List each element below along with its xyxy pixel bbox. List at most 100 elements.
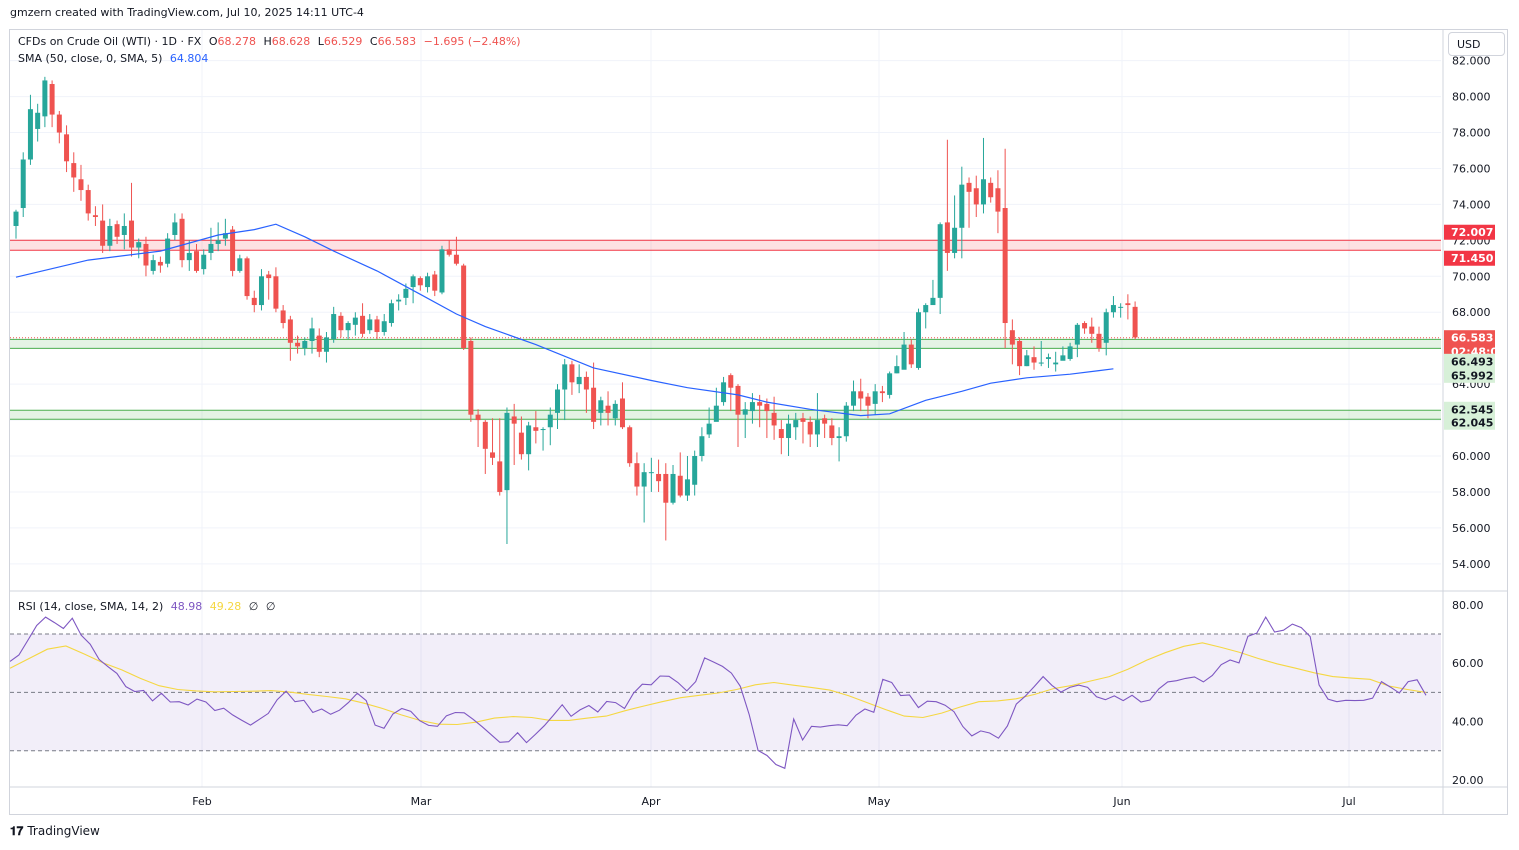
symbol-name[interactable]: CFDs on Crude Oil (WTI) · 1D · FX xyxy=(18,35,202,48)
sma-legend[interactable]: SMA (50, close, 0, SMA, 5) 64.804 xyxy=(18,52,212,65)
change-value: −1.695 (−2.48%) xyxy=(423,35,521,48)
candle xyxy=(388,299,394,327)
candle xyxy=(439,245,445,295)
candle xyxy=(475,409,481,448)
rsi-legend[interactable]: RSI (14, close, SMA, 14, 2) 48.98 49.28 … xyxy=(18,600,276,613)
candle xyxy=(100,204,106,253)
candle xyxy=(959,166,965,259)
candle xyxy=(1132,301,1138,340)
candle-body xyxy=(266,274,272,279)
candle xyxy=(49,80,55,128)
candle-body xyxy=(186,252,192,261)
candle-body xyxy=(107,225,113,246)
candle xyxy=(114,220,120,244)
candle xyxy=(107,218,113,252)
candle-body xyxy=(569,364,575,383)
time-tick-label: May xyxy=(868,795,891,808)
candle xyxy=(829,418,835,446)
candle-body xyxy=(858,391,864,399)
candle xyxy=(605,391,611,426)
candle xyxy=(721,376,727,406)
candle xyxy=(27,94,33,165)
tradingview-brand[interactable]: 𝟏𝟕 TradingView xyxy=(10,824,100,839)
candle xyxy=(295,335,301,354)
candle-body xyxy=(201,254,207,270)
candle-body xyxy=(251,297,257,306)
candle xyxy=(576,364,582,394)
candle-body xyxy=(1118,306,1124,308)
candle-body xyxy=(598,400,604,413)
candle-body xyxy=(865,396,871,406)
candle-body xyxy=(793,420,799,428)
candle xyxy=(923,303,929,329)
candle-body xyxy=(295,342,301,347)
candle-body xyxy=(706,423,712,435)
candle-body xyxy=(417,278,423,286)
price-tick-label: 82.000 xyxy=(1452,55,1491,68)
candle xyxy=(42,76,48,128)
candle-body xyxy=(1053,362,1059,365)
candle-body xyxy=(692,456,698,485)
candle-body xyxy=(1002,208,1008,324)
candle xyxy=(1096,326,1102,352)
candle xyxy=(1017,337,1023,376)
candle-body xyxy=(1096,333,1102,349)
candle-body xyxy=(497,461,503,492)
candle-body xyxy=(194,251,199,271)
candle xyxy=(641,463,647,523)
candle-body xyxy=(1038,362,1044,364)
candle xyxy=(533,411,539,444)
candle-body xyxy=(973,188,979,205)
candle-body xyxy=(757,402,763,406)
candle xyxy=(78,164,84,201)
candle xyxy=(1060,346,1066,361)
candle xyxy=(446,240,452,257)
candle xyxy=(186,240,192,271)
candle xyxy=(417,276,423,291)
candle-body xyxy=(92,215,98,217)
candle-body xyxy=(13,211,19,226)
candle-body xyxy=(143,243,149,266)
candle-body xyxy=(908,344,914,365)
candle-body xyxy=(619,398,625,428)
candle-body xyxy=(1024,355,1030,367)
sma-label: SMA (50, close, 0, SMA, 5) xyxy=(18,52,163,65)
candle xyxy=(461,263,467,350)
candle xyxy=(1067,342,1073,361)
candle xyxy=(1118,303,1124,318)
candle-body xyxy=(179,218,185,261)
candle xyxy=(1125,294,1131,320)
candle-body xyxy=(280,310,286,324)
candle-body xyxy=(1009,330,1015,345)
candle-body xyxy=(576,376,582,385)
candle-body xyxy=(439,249,445,293)
candle xyxy=(136,238,142,259)
candle xyxy=(879,385,885,403)
candle xyxy=(908,339,914,368)
candle xyxy=(20,152,26,217)
candle xyxy=(345,321,351,340)
candle xyxy=(807,416,813,448)
candle-body xyxy=(937,224,943,298)
candle xyxy=(208,227,214,261)
candle-body xyxy=(446,249,452,255)
candle-body xyxy=(85,190,91,214)
candle-body xyxy=(20,159,26,209)
candle-body xyxy=(612,403,618,419)
candle-body xyxy=(980,179,986,205)
candle-body xyxy=(352,317,358,325)
sma-value: 64.804 xyxy=(169,52,209,65)
candle xyxy=(764,398,770,439)
candle xyxy=(728,373,734,412)
candle xyxy=(547,407,553,446)
price-tick-label: 74.000 xyxy=(1452,198,1491,211)
candle-body xyxy=(829,425,835,439)
candle xyxy=(157,256,163,273)
currency-selector[interactable]: USD xyxy=(1448,32,1505,56)
candle xyxy=(973,175,979,217)
candle xyxy=(172,213,178,241)
candle xyxy=(901,332,907,370)
candle-body xyxy=(836,436,842,439)
candle xyxy=(85,184,91,221)
